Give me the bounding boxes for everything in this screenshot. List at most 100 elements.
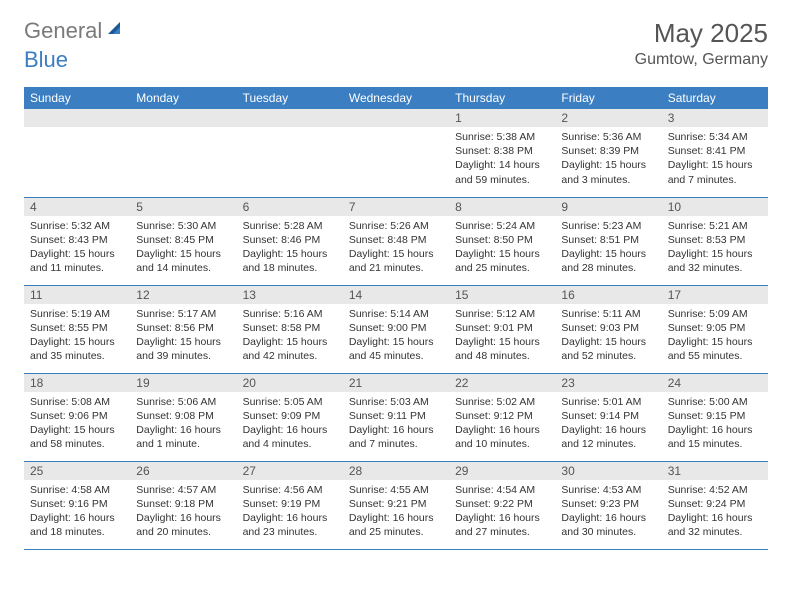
- weekday-header: Saturday: [662, 87, 768, 109]
- day-number: 7: [343, 198, 449, 216]
- sunrise-text: Sunrise: 5:09 AM: [668, 307, 762, 321]
- weekday-header: Monday: [130, 87, 236, 109]
- daylight-text: Daylight: 16 hours and 18 minutes.: [30, 511, 124, 539]
- day-details: Sunrise: 4:55 AMSunset: 9:21 PMDaylight:…: [343, 480, 449, 543]
- day-number: 20: [237, 374, 343, 392]
- daylight-text: Daylight: 14 hours and 59 minutes.: [455, 158, 549, 186]
- daylight-text: Daylight: 15 hours and 7 minutes.: [668, 158, 762, 186]
- calendar-cell: 3Sunrise: 5:34 AMSunset: 8:41 PMDaylight…: [662, 109, 768, 197]
- day-number: 6: [237, 198, 343, 216]
- sunrise-text: Sunrise: 4:55 AM: [349, 483, 443, 497]
- calendar-cell: 20Sunrise: 5:05 AMSunset: 9:09 PMDayligh…: [237, 373, 343, 461]
- sunrise-text: Sunrise: 5:01 AM: [561, 395, 655, 409]
- sunset-text: Sunset: 9:01 PM: [455, 321, 549, 335]
- logo: General: [24, 18, 126, 44]
- calendar-cell: 5Sunrise: 5:30 AMSunset: 8:45 PMDaylight…: [130, 197, 236, 285]
- day-details: Sunrise: 5:19 AMSunset: 8:55 PMDaylight:…: [24, 304, 130, 367]
- daylight-text: Daylight: 16 hours and 1 minute.: [136, 423, 230, 451]
- calendar-cell: 25Sunrise: 4:58 AMSunset: 9:16 PMDayligh…: [24, 461, 130, 549]
- sunset-text: Sunset: 9:23 PM: [561, 497, 655, 511]
- calendar-cell: 19Sunrise: 5:06 AMSunset: 9:08 PMDayligh…: [130, 373, 236, 461]
- day-number: 9: [555, 198, 661, 216]
- calendar-cell: 10Sunrise: 5:21 AMSunset: 8:53 PMDayligh…: [662, 197, 768, 285]
- day-number: 4: [24, 198, 130, 216]
- logo-sail-icon: [106, 20, 124, 41]
- daylight-text: Daylight: 16 hours and 30 minutes.: [561, 511, 655, 539]
- day-number-empty: [343, 109, 449, 127]
- sunset-text: Sunset: 8:43 PM: [30, 233, 124, 247]
- sunset-text: Sunset: 9:18 PM: [136, 497, 230, 511]
- sunset-text: Sunset: 8:56 PM: [136, 321, 230, 335]
- day-details: Sunrise: 5:17 AMSunset: 8:56 PMDaylight:…: [130, 304, 236, 367]
- day-details: Sunrise: 5:23 AMSunset: 8:51 PMDaylight:…: [555, 216, 661, 279]
- sunrise-text: Sunrise: 5:23 AM: [561, 219, 655, 233]
- calendar-cell: 4Sunrise: 5:32 AMSunset: 8:43 PMDaylight…: [24, 197, 130, 285]
- sunrise-text: Sunrise: 5:17 AM: [136, 307, 230, 321]
- daylight-text: Daylight: 15 hours and 42 minutes.: [243, 335, 337, 363]
- day-details: Sunrise: 5:01 AMSunset: 9:14 PMDaylight:…: [555, 392, 661, 455]
- sunrise-text: Sunrise: 4:58 AM: [30, 483, 124, 497]
- day-number: 8: [449, 198, 555, 216]
- calendar-week-row: 11Sunrise: 5:19 AMSunset: 8:55 PMDayligh…: [24, 285, 768, 373]
- sunrise-text: Sunrise: 5:32 AM: [30, 219, 124, 233]
- calendar-cell: 11Sunrise: 5:19 AMSunset: 8:55 PMDayligh…: [24, 285, 130, 373]
- sunset-text: Sunset: 9:00 PM: [349, 321, 443, 335]
- sunrise-text: Sunrise: 5:03 AM: [349, 395, 443, 409]
- daylight-text: Daylight: 16 hours and 20 minutes.: [136, 511, 230, 539]
- day-details: Sunrise: 4:52 AMSunset: 9:24 PMDaylight:…: [662, 480, 768, 543]
- day-number: 24: [662, 374, 768, 392]
- daylight-text: Daylight: 15 hours and 48 minutes.: [455, 335, 549, 363]
- calendar-table: Sunday Monday Tuesday Wednesday Thursday…: [24, 87, 768, 550]
- sunset-text: Sunset: 8:51 PM: [561, 233, 655, 247]
- daylight-text: Daylight: 16 hours and 12 minutes.: [561, 423, 655, 451]
- sunrise-text: Sunrise: 4:57 AM: [136, 483, 230, 497]
- day-number: 11: [24, 286, 130, 304]
- calendar-cell: 15Sunrise: 5:12 AMSunset: 9:01 PMDayligh…: [449, 285, 555, 373]
- sunrise-text: Sunrise: 5:11 AM: [561, 307, 655, 321]
- sunset-text: Sunset: 9:03 PM: [561, 321, 655, 335]
- sunrise-text: Sunrise: 5:36 AM: [561, 130, 655, 144]
- day-number: 5: [130, 198, 236, 216]
- sunrise-text: Sunrise: 5:26 AM: [349, 219, 443, 233]
- day-number: 21: [343, 374, 449, 392]
- weekday-header: Tuesday: [237, 87, 343, 109]
- calendar-week-row: 18Sunrise: 5:08 AMSunset: 9:06 PMDayligh…: [24, 373, 768, 461]
- sunset-text: Sunset: 8:39 PM: [561, 144, 655, 158]
- sunrise-text: Sunrise: 5:38 AM: [455, 130, 549, 144]
- month-title: May 2025: [635, 18, 768, 49]
- calendar-cell: 9Sunrise: 5:23 AMSunset: 8:51 PMDaylight…: [555, 197, 661, 285]
- calendar-week-row: 25Sunrise: 4:58 AMSunset: 9:16 PMDayligh…: [24, 461, 768, 549]
- day-details: Sunrise: 5:12 AMSunset: 9:01 PMDaylight:…: [449, 304, 555, 367]
- day-details: Sunrise: 5:06 AMSunset: 9:08 PMDaylight:…: [130, 392, 236, 455]
- weekday-header: Sunday: [24, 87, 130, 109]
- sunrise-text: Sunrise: 5:21 AM: [668, 219, 762, 233]
- calendar-cell: 26Sunrise: 4:57 AMSunset: 9:18 PMDayligh…: [130, 461, 236, 549]
- weekday-header: Thursday: [449, 87, 555, 109]
- calendar-cell: 29Sunrise: 4:54 AMSunset: 9:22 PMDayligh…: [449, 461, 555, 549]
- day-details: Sunrise: 5:21 AMSunset: 8:53 PMDaylight:…: [662, 216, 768, 279]
- day-number: 15: [449, 286, 555, 304]
- calendar-cell: 31Sunrise: 4:52 AMSunset: 9:24 PMDayligh…: [662, 461, 768, 549]
- daylight-text: Daylight: 15 hours and 52 minutes.: [561, 335, 655, 363]
- logo-text-2: Blue: [24, 47, 68, 73]
- calendar-cell: 13Sunrise: 5:16 AMSunset: 8:58 PMDayligh…: [237, 285, 343, 373]
- daylight-text: Daylight: 15 hours and 28 minutes.: [561, 247, 655, 275]
- daylight-text: Daylight: 16 hours and 23 minutes.: [243, 511, 337, 539]
- day-number: 3: [662, 109, 768, 127]
- calendar-cell: [237, 109, 343, 197]
- sunrise-text: Sunrise: 5:00 AM: [668, 395, 762, 409]
- sunrise-text: Sunrise: 4:54 AM: [455, 483, 549, 497]
- calendar-cell: 7Sunrise: 5:26 AMSunset: 8:48 PMDaylight…: [343, 197, 449, 285]
- day-number: 23: [555, 374, 661, 392]
- day-details: Sunrise: 5:28 AMSunset: 8:46 PMDaylight:…: [237, 216, 343, 279]
- sunset-text: Sunset: 8:38 PM: [455, 144, 549, 158]
- day-details: Sunrise: 5:32 AMSunset: 8:43 PMDaylight:…: [24, 216, 130, 279]
- calendar-cell: 23Sunrise: 5:01 AMSunset: 9:14 PMDayligh…: [555, 373, 661, 461]
- day-number: 18: [24, 374, 130, 392]
- daylight-text: Daylight: 16 hours and 7 minutes.: [349, 423, 443, 451]
- sunrise-text: Sunrise: 5:19 AM: [30, 307, 124, 321]
- sunrise-text: Sunrise: 5:16 AM: [243, 307, 337, 321]
- sunset-text: Sunset: 9:05 PM: [668, 321, 762, 335]
- sunrise-text: Sunrise: 5:02 AM: [455, 395, 549, 409]
- day-number: 31: [662, 462, 768, 480]
